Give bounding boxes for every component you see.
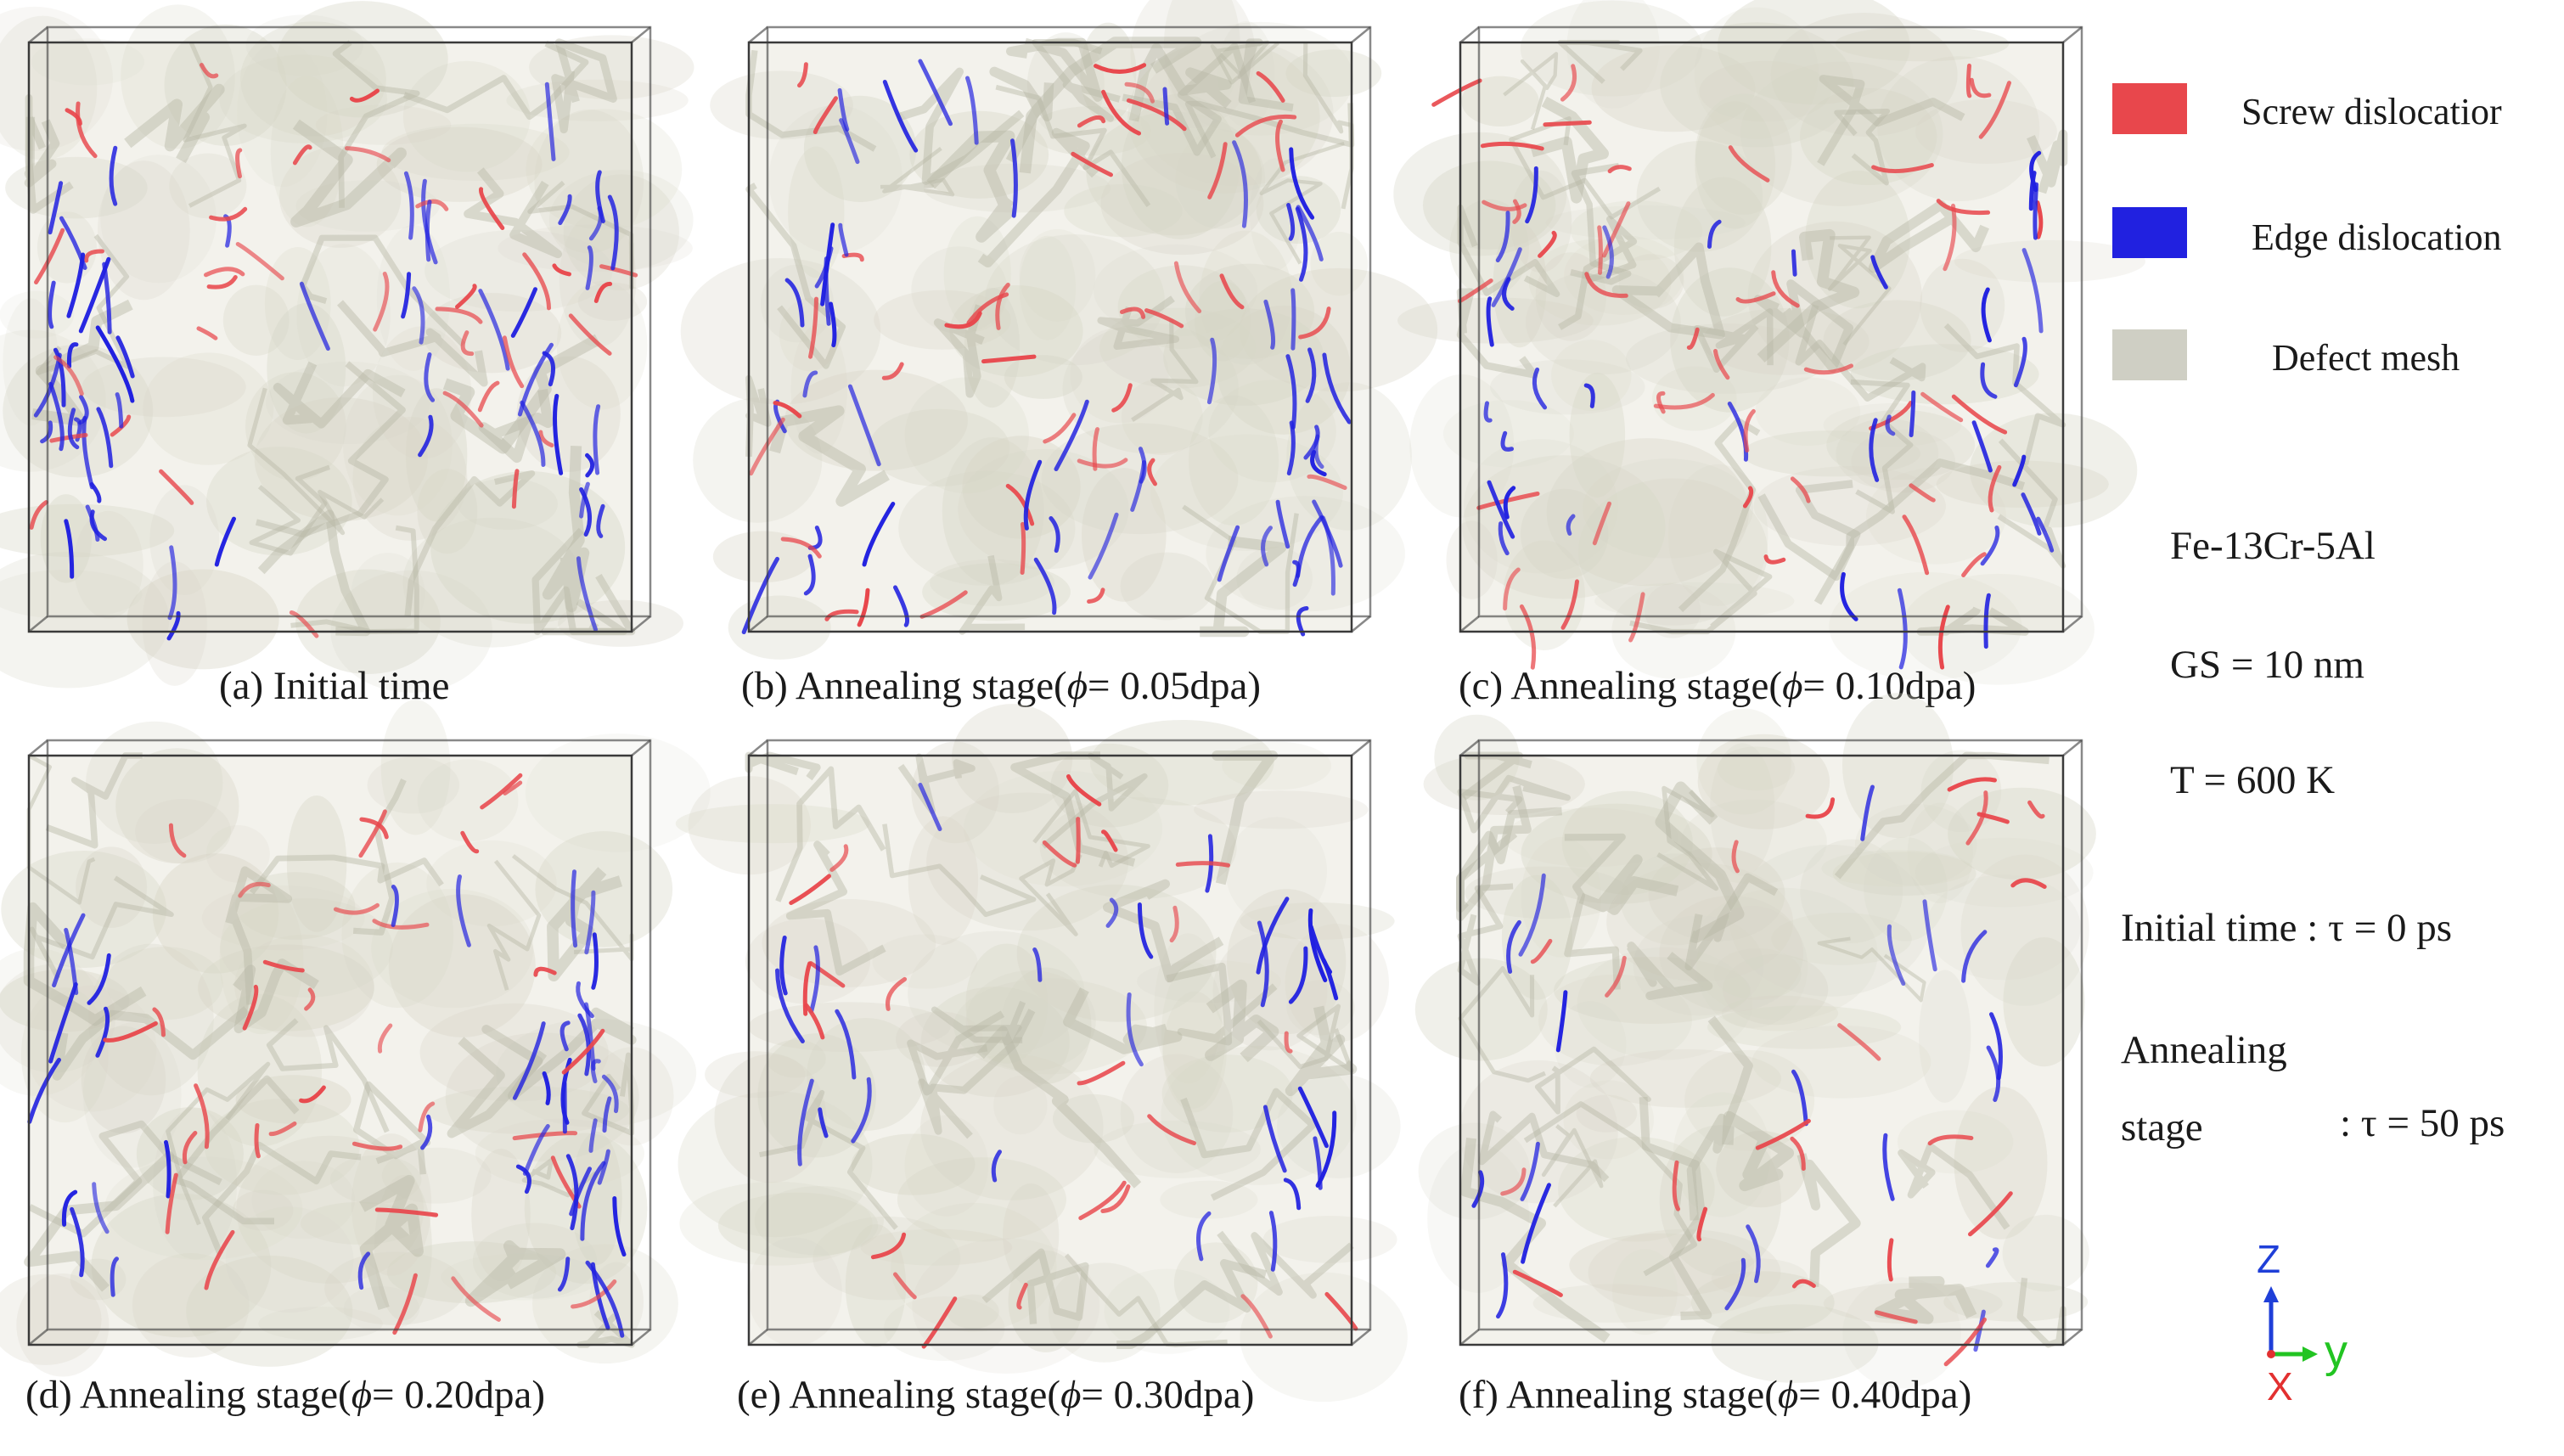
dislocation-lines bbox=[741, 59, 1352, 637]
dislocation-lines bbox=[27, 773, 627, 1338]
panel-b-caption: (b) Annealing stage(ϕ= 0.05dpa) bbox=[741, 664, 1262, 708]
defect-mesh bbox=[680, 0, 1438, 660]
simulation-box-outline bbox=[27, 739, 652, 1346]
annealing-tau-label: : τ = 50 ps bbox=[2340, 1101, 2505, 1145]
initial-time-label: Initial time : τ = 0 ps bbox=[2121, 906, 2453, 950]
panel-d-image bbox=[0, 700, 711, 1377]
panel-f bbox=[1414, 693, 2096, 1389]
panel-e-caption: (e) Annealing stage(ϕ= 0.30dpa) bbox=[737, 1373, 1255, 1417]
panel-e bbox=[675, 704, 1408, 1403]
defect-mesh bbox=[1393, 0, 2145, 685]
panel-c bbox=[1393, 0, 2145, 685]
legend-label-edge: Edge dislocation bbox=[2252, 216, 2502, 258]
axis-triad: Z y X bbox=[2241, 1240, 2369, 1409]
panel-c-caption: (c) Annealing stage(ϕ= 0.10dpa) bbox=[1459, 664, 1976, 708]
annealing-label-1: Annealing bbox=[2121, 1028, 2287, 1072]
panel-a bbox=[0, 1, 694, 694]
axis-y-label: y bbox=[2325, 1326, 2348, 1377]
defect-mesh bbox=[675, 704, 1408, 1403]
panel-f-image bbox=[1414, 693, 2096, 1389]
panel-b bbox=[680, 0, 1438, 660]
simulation-box-outline bbox=[27, 25, 652, 633]
axis-x-label: X bbox=[2267, 1364, 2293, 1408]
material-label: Fe-13Cr-5Al bbox=[2170, 524, 2376, 568]
panel-e-image bbox=[675, 704, 1408, 1403]
panel-b-image bbox=[680, 0, 1438, 660]
panel-a-image bbox=[0, 1, 694, 694]
panel-c-image bbox=[1393, 0, 2145, 685]
dislocation-lines bbox=[775, 774, 1358, 1349]
simulation-box-outline bbox=[1459, 739, 2083, 1346]
temperature-label: T = 600 K bbox=[2170, 758, 2336, 802]
legend-label-mesh: Defect mesh bbox=[2272, 337, 2460, 379]
panel-a-caption: (a) Initial time bbox=[219, 664, 450, 708]
simulation-box-outline bbox=[747, 25, 1372, 633]
legend-swatch-screw bbox=[2112, 83, 2187, 134]
defect-mesh bbox=[0, 700, 711, 1377]
panel-d bbox=[0, 700, 711, 1377]
simulation-box-outline bbox=[747, 739, 1372, 1346]
annealing-label-2: stage bbox=[2121, 1105, 2203, 1150]
dislocation-lines bbox=[1471, 777, 2047, 1367]
dislocation-lines bbox=[1431, 63, 2055, 670]
panel-d-caption: (d) Annealing stage(ϕ= 0.20dpa) bbox=[25, 1373, 546, 1417]
legend-swatch-edge bbox=[2112, 207, 2187, 258]
axis-triad-arrows bbox=[2263, 1286, 2318, 1362]
simulation-box-outline bbox=[1459, 25, 2083, 633]
panel-f-caption: (f) Annealing stage(ϕ= 0.40dpa) bbox=[1459, 1373, 1972, 1417]
axis-z-label: Z bbox=[2257, 1237, 2281, 1281]
legend-swatch-mesh bbox=[2112, 329, 2187, 380]
grain-size-label: GS = 10 nm bbox=[2170, 643, 2364, 687]
legend-label-screw: Screw dislocatior bbox=[2241, 91, 2502, 132]
